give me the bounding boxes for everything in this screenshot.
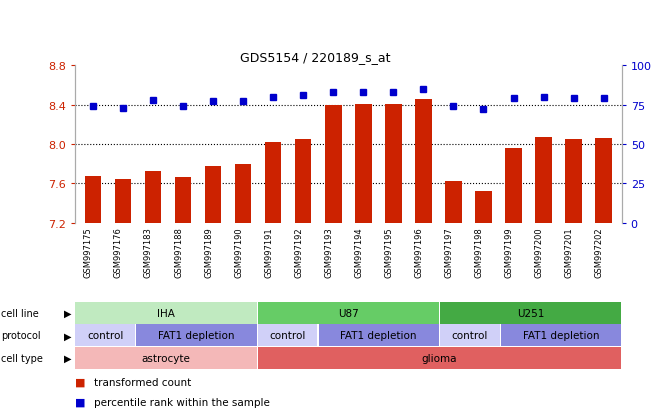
Text: GSM997190: GSM997190 [234, 227, 243, 278]
Text: cell type: cell type [1, 353, 42, 363]
Bar [355, 104, 372, 223]
Bar [174, 178, 191, 223]
Text: ■: ■ [75, 397, 85, 407]
Bar [76, 347, 256, 369]
Bar [440, 302, 621, 324]
Text: glioma: glioma [422, 353, 457, 363]
Text: control: control [452, 330, 488, 341]
Text: GSM997196: GSM997196 [415, 227, 423, 278]
Text: transformed count: transformed count [94, 377, 191, 387]
Text: GSM997191: GSM997191 [264, 227, 273, 278]
Bar [440, 325, 499, 347]
Text: GSM997192: GSM997192 [294, 227, 303, 278]
Text: control: control [87, 330, 124, 341]
Text: control: control [270, 330, 306, 341]
Text: cell line: cell line [1, 308, 38, 318]
Text: protocol: protocol [1, 330, 40, 341]
Text: GSM997198: GSM997198 [475, 227, 484, 278]
Text: percentile rank within the sample: percentile rank within the sample [94, 397, 270, 407]
Text: GSM997200: GSM997200 [534, 227, 544, 278]
Bar [258, 347, 621, 369]
Text: FAT1 depletion: FAT1 depletion [340, 330, 417, 341]
Text: ▶: ▶ [64, 308, 72, 318]
Text: IHA: IHA [157, 308, 175, 318]
Text: ▶: ▶ [64, 330, 72, 341]
Bar [145, 172, 161, 223]
Bar [318, 325, 439, 347]
Bar [475, 192, 492, 223]
Text: GDS5154 / 220189_s_at: GDS5154 / 220189_s_at [240, 51, 391, 64]
Text: ▶: ▶ [64, 353, 72, 363]
Bar [596, 139, 612, 223]
Text: GSM997197: GSM997197 [445, 227, 454, 278]
Text: GSM997183: GSM997183 [144, 227, 153, 278]
Bar [535, 138, 552, 223]
Text: GSM997194: GSM997194 [354, 227, 363, 278]
Bar [415, 100, 432, 223]
Bar [258, 325, 317, 347]
Text: GSM997193: GSM997193 [324, 227, 333, 278]
Text: U251: U251 [517, 308, 544, 318]
Text: ■: ■ [75, 377, 85, 387]
Text: GSM997199: GSM997199 [505, 227, 514, 278]
Text: GSM997176: GSM997176 [114, 227, 123, 278]
Text: GSM997175: GSM997175 [84, 227, 93, 278]
Bar [445, 182, 462, 223]
Bar [205, 166, 221, 223]
Bar [501, 325, 621, 347]
Bar [295, 140, 311, 223]
Text: FAT1 depletion: FAT1 depletion [523, 330, 599, 341]
Bar [325, 105, 342, 223]
Bar [265, 142, 281, 223]
Bar [76, 302, 256, 324]
Text: GSM997195: GSM997195 [384, 227, 393, 278]
Text: U87: U87 [338, 308, 359, 318]
Text: FAT1 depletion: FAT1 depletion [158, 330, 234, 341]
Text: GSM997202: GSM997202 [594, 227, 603, 278]
Text: GSM997189: GSM997189 [204, 227, 213, 278]
Text: GSM997188: GSM997188 [174, 227, 183, 278]
Text: GSM997201: GSM997201 [564, 227, 574, 278]
Text: astrocyte: astrocyte [141, 353, 191, 363]
Bar [385, 104, 402, 223]
Bar [505, 149, 522, 223]
Bar [258, 302, 439, 324]
Bar [235, 164, 251, 223]
Bar [136, 325, 256, 347]
Bar [85, 177, 101, 223]
Bar [76, 325, 135, 347]
Bar [565, 140, 582, 223]
Bar [115, 180, 132, 223]
